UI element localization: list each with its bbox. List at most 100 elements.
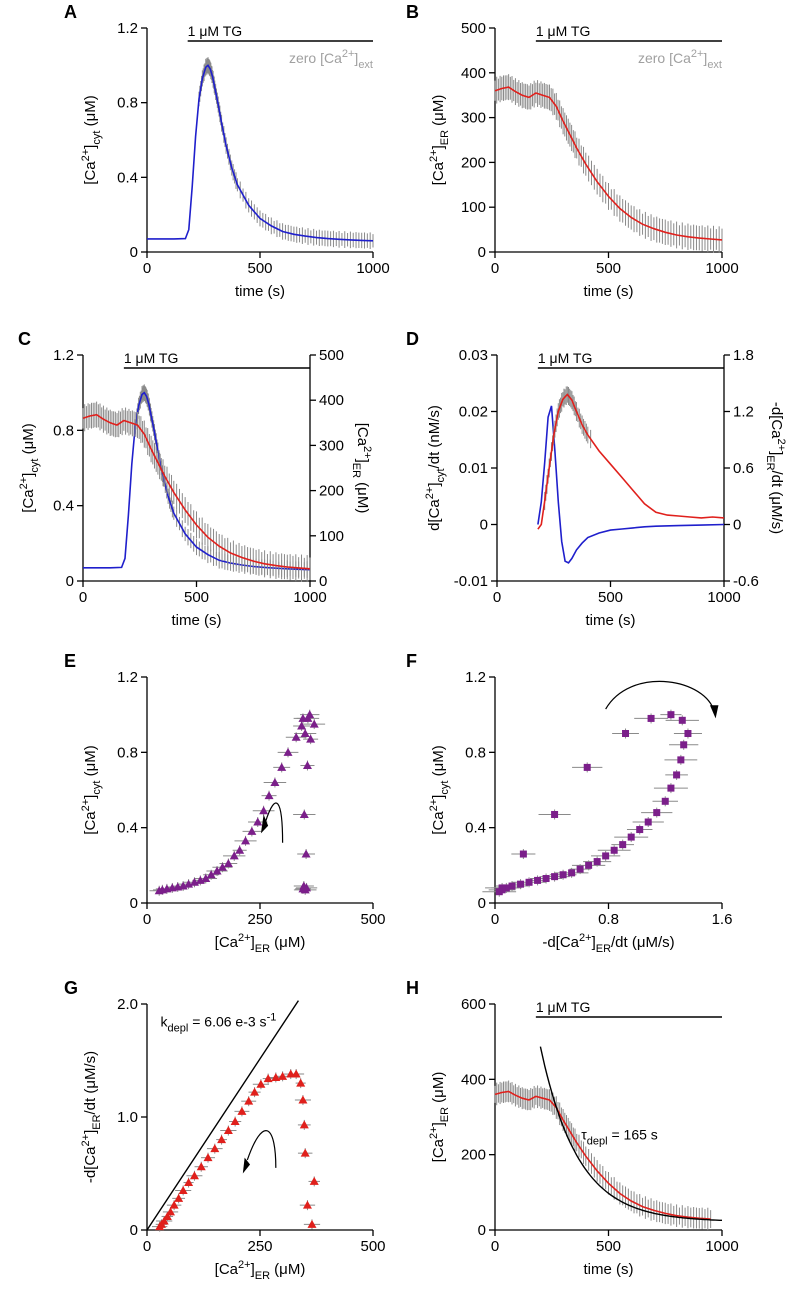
condition-note: zero [Ca2+]ext (289, 48, 373, 71)
data-point (178, 881, 188, 890)
x-axis-label: [Ca2+]ER (μM) (215, 932, 306, 955)
data-point (302, 761, 312, 770)
x-tick-label: 0 (143, 1238, 151, 1255)
data-point (677, 756, 685, 764)
data-point (568, 869, 576, 877)
x-tick-label: 0 (491, 1238, 499, 1255)
y-tick-label: 2.0 (117, 996, 138, 1013)
y-tick-label: 1.0 (117, 1109, 138, 1126)
data-point (653, 809, 661, 817)
x-tick-label: 1000 (707, 589, 740, 606)
data-point (189, 877, 199, 886)
direction-arrow-head (260, 814, 269, 834)
x-tick-label: 1.6 (712, 911, 733, 928)
data-point (610, 846, 618, 854)
data-point (299, 881, 309, 890)
y-tick-label: 0 (130, 244, 138, 261)
data-point (519, 850, 527, 858)
direction-arrow (605, 680, 715, 710)
data-point (300, 1148, 310, 1157)
y-tick-label: 0 (130, 895, 138, 912)
x-axis-label: time (s) (584, 283, 634, 300)
data-point (644, 818, 652, 826)
data-point (585, 861, 593, 869)
y-tick-label: 1.2 (117, 669, 138, 686)
data-point (296, 1078, 306, 1087)
data-point (217, 1135, 227, 1144)
linear-fit-line (146, 1000, 300, 1231)
x-tick-label: 0 (491, 260, 499, 277)
data-point (542, 875, 550, 883)
data-point (244, 1096, 254, 1105)
y2-tick-label: 0.6 (733, 460, 754, 477)
data-point (534, 876, 542, 884)
data-point (291, 732, 301, 741)
y2-tick-label: -0.6 (733, 573, 759, 590)
data-point (680, 741, 688, 749)
panel-letter: G (64, 978, 78, 998)
panel-letter: A (64, 2, 77, 22)
y-tick-label: 200 (461, 1147, 486, 1164)
panel-a: 0 500 1000 0 0.4 0.8 1.2 time (s) [Ca2+]cyt (μM)… (64, 2, 390, 300)
x-tick-label: 1000 (705, 1238, 738, 1255)
y2-tick-label: 0 (319, 573, 327, 590)
exponential-fit-line (539, 1046, 722, 1222)
x-tick-label: 0 (143, 911, 151, 928)
fit-label: τdepl = 165 s (581, 1127, 658, 1148)
x-tick-label: 250 (247, 1238, 272, 1255)
direction-arrow (246, 1130, 277, 1168)
x-tick-label: 1000 (293, 589, 326, 606)
data-point (247, 826, 257, 835)
data-point (203, 1153, 213, 1162)
x-tick-label: 1000 (356, 260, 389, 277)
y-tick-label: 0.4 (465, 820, 486, 837)
data-point (576, 865, 584, 873)
y-tick-label: 0.4 (117, 169, 138, 186)
data-point (636, 826, 644, 834)
data-point (264, 791, 274, 800)
panel-letter: E (64, 651, 76, 671)
data-point (283, 747, 293, 756)
data-point (201, 874, 211, 883)
y-tick-label: 1.2 (53, 347, 74, 364)
data-point (250, 1087, 260, 1096)
data-point (673, 771, 681, 779)
series-line (147, 64, 374, 242)
x-tick-label: 0.8 (598, 911, 619, 928)
data-point (302, 1200, 312, 1209)
data-point (684, 730, 692, 737)
direction-arrow (264, 802, 284, 843)
y-tick-label: 600 (461, 996, 486, 1013)
y-tick-label: 1.2 (465, 669, 486, 686)
y-tick-label: 200 (461, 154, 486, 171)
treatment-label: 1 μM TG (538, 350, 592, 366)
data-point (602, 852, 610, 860)
data-point (167, 883, 177, 892)
data-point (212, 866, 222, 875)
series--ca2-er (494, 1080, 712, 1231)
y-axis-label: [Ca2+]cyt (μM) (80, 95, 103, 184)
panel-f: 0 0.8 1.6 0 0.4 0.8 1.2 -d[Ca2+]ER/dt (μM/s) [Ca… (406, 651, 732, 955)
y-tick-label: 0.01 (459, 460, 488, 477)
data-point (502, 884, 510, 892)
x-tick-label: 0 (493, 589, 501, 606)
data-point (206, 870, 216, 879)
series--ca2-cyt (147, 57, 374, 249)
y2-tick-label: 500 (319, 347, 344, 364)
data-point (154, 886, 164, 895)
data-point (627, 833, 635, 841)
data-point (301, 849, 311, 858)
x-axis-label: -d[Ca2+]ER/dt (μM/s) (542, 932, 674, 955)
y-tick-label: 0 (478, 895, 486, 912)
data-point (173, 882, 183, 891)
x-tick-label: 0 (143, 260, 151, 277)
data-point (229, 851, 239, 860)
panel-d: 0 500 1000 -0.01 0 0.01 0.02 0.03 -0.6 0 0.6 1.2 1.8… (406, 329, 787, 629)
series-points (482, 709, 702, 897)
panel-g: 0 250 500 0 1.0 2.0 [Ca2+]ER (μM) -d[Ca2+]ER/dt… (64, 978, 386, 1282)
treatment-label: 1 μM TG (124, 350, 178, 366)
data-point (184, 879, 194, 888)
data-point (495, 888, 503, 896)
y-tick-label: 0.8 (465, 744, 486, 761)
x-tick-label: 500 (596, 260, 621, 277)
